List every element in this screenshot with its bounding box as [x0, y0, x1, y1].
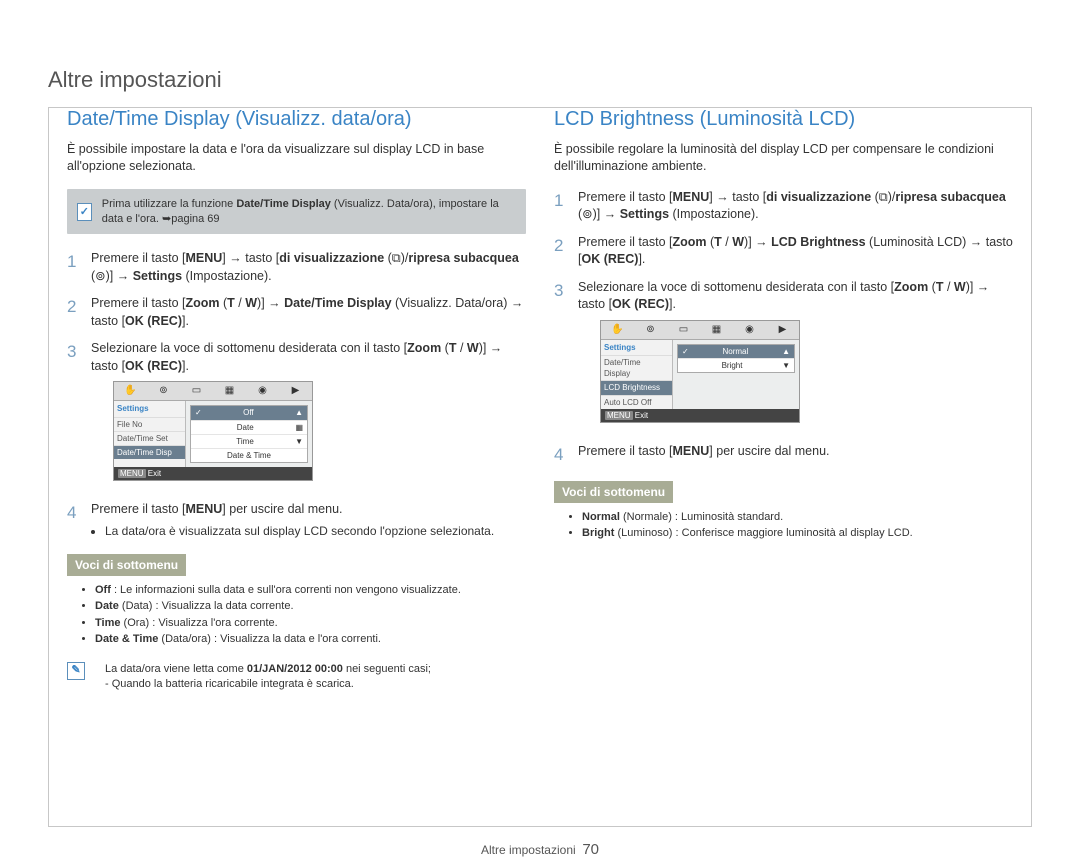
mock-settings-label: Settings [601, 340, 672, 355]
info-text: Prima utilizzare la funzione Date/Time D… [102, 197, 516, 227]
info-box: ✓ Prima utilizzare la funzione Date/Time… [67, 189, 526, 235]
step-4: Premere il tasto [MENU] per uscire dal m… [578, 443, 1013, 467]
mock-opt: Time [236, 436, 253, 447]
submenu-item: Date [95, 600, 119, 612]
steps-list: Premere il tasto [MENU] → tasto [di visu… [67, 250, 526, 539]
note-icon: ✎ [67, 662, 85, 680]
column-left: Date/Time Display (Visualizz. data/ora) … [67, 108, 526, 692]
page-footer: Altre impostazioni 70 [48, 841, 1032, 858]
section-heading-brightness: LCD Brightness (Luminosità LCD) [554, 108, 1013, 131]
submenu-list: Off : Le informazioni sulla data e sull'… [95, 582, 526, 648]
footer-label: Altre impostazioni [481, 843, 576, 857]
mock-opt: Normal [723, 346, 749, 357]
submenu-item: Normal [582, 511, 620, 523]
page-number: 70 [582, 841, 599, 858]
mock-opt: Off [243, 407, 254, 418]
submenu-header: Voci di sottomenu [554, 481, 673, 503]
page-title: Altre impostazioni [48, 45, 1032, 107]
submenu-item: Time [95, 617, 120, 629]
step-2: Premere il tasto [Zoom (T / W)] → LCD Br… [578, 234, 1013, 269]
check-icon: ✓ [77, 203, 92, 221]
mock-opt: Bright [722, 360, 743, 371]
steps-list: Premere il tasto [MENU] → tasto [di visu… [554, 189, 1013, 467]
submenu-item: Bright [582, 527, 614, 539]
intro-text: È possibile regolare la luminosità del d… [554, 141, 1013, 175]
mock-opt: Date [237, 422, 254, 433]
step-4: Premere il tasto [MENU] per uscire dal m… [91, 501, 526, 539]
info-prefix: Prima utilizzare la funzione [102, 198, 237, 210]
mock-exit: Exit [635, 411, 648, 420]
mock-side-item: Auto LCD Off [601, 395, 672, 409]
manual-page: Altre impostazioni Date/Time Display (Vi… [0, 0, 1080, 825]
menu-screenshot: ✋⊚▭▦◉▶ Settings File No Date/Time Set Da… [113, 381, 313, 481]
step-1: Premere il tasto [MENU] → tasto [di visu… [91, 250, 526, 285]
step-3: Selezionare la voce di sottomenu desider… [91, 340, 526, 491]
mock-exit: Exit [148, 469, 161, 478]
section-heading-datetime: Date/Time Display (Visualizz. data/ora) [67, 108, 526, 131]
mock-opt: Date & Time [227, 450, 271, 461]
mock-side-item-selected: LCD Brightness [601, 380, 672, 394]
column-right: LCD Brightness (Luminosità LCD) È possib… [554, 108, 1013, 692]
mock-side-item: Date/Time Set [114, 431, 185, 445]
submenu-item: Date & Time [95, 633, 158, 645]
footnote: ✎ La data/ora viene letta come 01/JAN/20… [67, 662, 526, 693]
mock-side-item: File No [114, 417, 185, 431]
page-body: Date/Time Display (Visualizz. data/ora) … [48, 107, 1032, 827]
step-1: Premere il tasto [MENU] → tasto [di visu… [578, 189, 1013, 224]
submenu-item: Off [95, 584, 111, 596]
intro-text: È possibile impostare la data e l'ora da… [67, 141, 526, 175]
step-2: Premere il tasto [Zoom (T / W)] → Date/T… [91, 295, 526, 330]
mock-settings-label: Settings [114, 401, 185, 416]
submenu-list: Normal (Normale) : Luminosità standard. … [582, 509, 1013, 542]
info-bold: Date/Time Display [236, 198, 331, 210]
submenu-header: Voci di sottomenu [67, 554, 186, 576]
mock-side-item-selected: Date/Time Disp [114, 445, 185, 459]
step-3: Selezionare la voce di sottomenu desider… [578, 279, 1013, 433]
info-pageref: ➥pagina 69 [162, 213, 220, 225]
step-4-bullet: La data/ora è visualizzata sul display L… [105, 523, 526, 540]
mock-side-item: Date/Time Display [601, 355, 672, 380]
menu-screenshot: ✋⊚▭▦◉▶ Settings Date/Time Display LCD Br… [600, 320, 800, 423]
